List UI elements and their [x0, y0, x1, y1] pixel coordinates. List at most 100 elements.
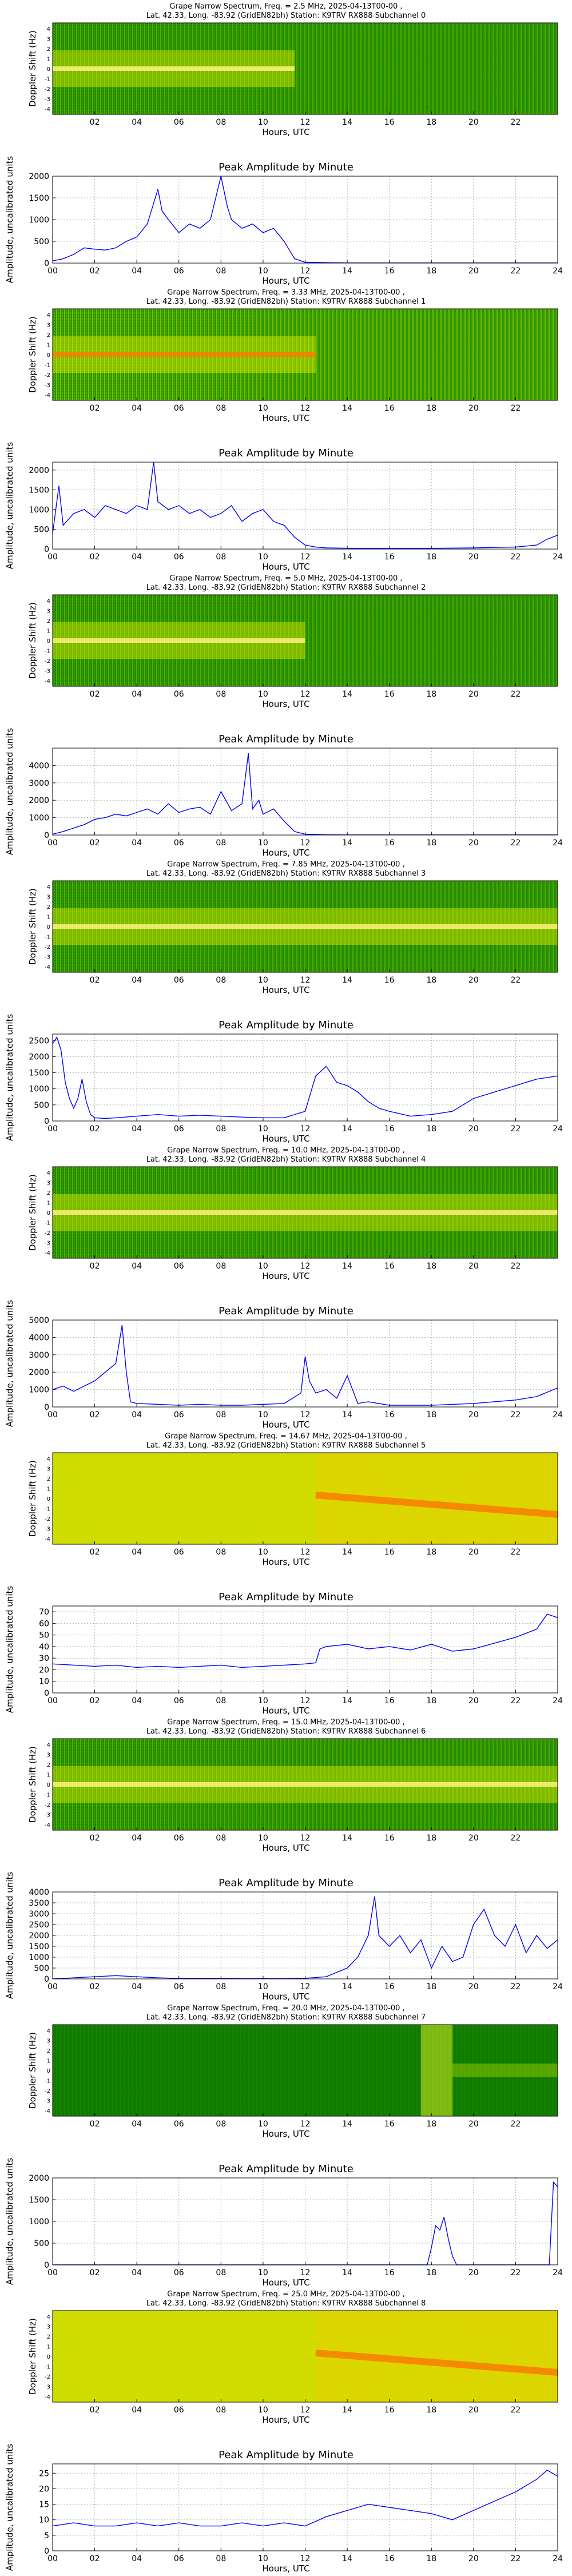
amplitude-xtick-label: 18: [426, 267, 436, 276]
spectrogram-ytick-label: -1: [45, 649, 50, 655]
spectrogram-xlabel: Hours, UTC: [262, 127, 309, 137]
amplitude-xtick-label: 22: [511, 838, 521, 848]
amplitude-xlabel: Hours, UTC: [262, 276, 309, 286]
amplitude-ytick-label: 2000: [29, 1052, 49, 1062]
amplitude-xtick-label: 20: [468, 1124, 479, 1134]
spectrogram-xtick-label: 04: [132, 2406, 142, 2415]
spectrogram-xtick-label: 14: [342, 2120, 352, 2129]
amplitude-ytick-label: 0: [44, 831, 49, 840]
spectrogram-xtick-label: 10: [258, 1548, 268, 1557]
spectrogram-ytick-label: 2: [47, 332, 50, 339]
amplitude-xtick-label: 12: [300, 2268, 311, 2277]
spectrogram-xtick-label: 14: [342, 976, 352, 985]
spectrogram-ytick-label: 0: [47, 2068, 50, 2074]
amplitude-xtick-label: 24: [553, 838, 563, 848]
spectrogram-xtick-label: 22: [511, 2406, 521, 2415]
amplitude-xtick-label: 04: [132, 838, 142, 848]
amplitude-xtick-label: 10: [258, 1124, 268, 1134]
amplitude-xtick-label: 22: [511, 2554, 521, 2563]
spectrogram-xtick-label: 02: [90, 1548, 100, 1557]
spectrogram-xtick-label: 12: [300, 2406, 311, 2415]
spectrogram-xtick-label: 06: [174, 404, 184, 413]
amplitude-plot: 0 500 1000 1500 2000 00 02 04 06 08 10 12 14 16 18 20 22…: [5, 442, 563, 572]
amplitude-xtick-label: 06: [174, 2554, 184, 2563]
amplitude-xlabel: Hours, UTC: [262, 1134, 309, 1144]
spectrogram-xtick-label: 14: [342, 690, 352, 699]
amplitude-xtick-label: 12: [300, 267, 311, 276]
subchannel-0-panel: Grape Narrow Spectrum, Freq. = 2.5 MHz, …: [5, 2, 563, 286]
amplitude-xtick-label: 00: [47, 1124, 58, 1134]
amplitude-xtick-label: 02: [90, 1410, 100, 1420]
spectrogram-xtick-label: 06: [174, 1834, 184, 1843]
spectrogram-xtick-label: 04: [132, 404, 142, 413]
amplitude-title: Peak Amplitude by Minute: [219, 161, 353, 173]
spectrogram-xtick-label: 08: [216, 118, 226, 127]
spectrogram-xtick-label: 10: [258, 690, 268, 699]
spectrogram-title-line2: Lat. 42.33, Long. -83.92 (GridEN82bh) St…: [146, 583, 426, 592]
spectrogram-ytick-label: 4: [47, 1456, 50, 1462]
amplitude-xtick-label: 02: [90, 1982, 100, 1991]
amplitude-xtick-label: 00: [47, 267, 58, 276]
spectrogram-ytick-label: 3: [47, 2038, 50, 2045]
spectrogram-ytick-label: 2: [47, 618, 50, 625]
amplitude-plot: 0 500 1000 1500 2000 2500 00 02 04 06 08 10 12 14 16 18…: [5, 1014, 563, 1144]
spectrogram-xtick-label: 18: [426, 690, 436, 699]
spectrogram-title-line2: Lat. 42.33, Long. -83.92 (GridEN82bh) St…: [146, 2299, 426, 2308]
spectrogram-xtick-label: 12: [300, 2120, 311, 2129]
amplitude-xtick-label: 04: [132, 1410, 142, 1420]
spectrogram-ytick-label: -3: [45, 1812, 50, 1819]
spectrogram-image: [53, 2311, 558, 2402]
spectrogram-xtick-label: 20: [468, 2120, 479, 2129]
spectrogram-xtick-label: 14: [342, 1834, 352, 1843]
spectrogram-ytick-label: 3: [47, 1466, 50, 1473]
spectrogram-ylabel: Doppler Shift (Hz): [27, 1174, 38, 1251]
spectrogram-xtick-label: 14: [342, 2406, 352, 2415]
spectrogram-title-line1: Grape Narrow Spectrum, Freq. = 14.67 MHz…: [165, 1432, 407, 1441]
amplitude-frame: [52, 2463, 558, 2551]
amplitude-title: Peak Amplitude by Minute: [219, 1591, 353, 1603]
amplitude-xtick-label: 14: [342, 2554, 352, 2563]
spectrogram-activity-band: [420, 2025, 453, 2116]
spectrogram-xlabel: Hours, UTC: [262, 2129, 309, 2139]
spectrogram-xtick-label: 18: [426, 2120, 436, 2129]
spectrogram-ytick-label: -3: [45, 1526, 50, 1533]
amplitude-ytick-label: 5000: [29, 1316, 49, 1325]
amplitude-xtick-label: 04: [132, 1124, 142, 1134]
amplitude-xtick-label: 18: [426, 1696, 436, 1706]
spectrogram-title-line2: Lat. 42.33, Long. -83.92 (GridEN82bh) St…: [146, 1727, 426, 1736]
amplitude-ylabel: Amplitude, uncalibrated units: [5, 1586, 15, 1714]
spectrogram-ytick-label: 2: [47, 904, 50, 911]
spectrogram-plot: 02 04 06 08 10 12 14 16 18 20 2243210-1-2-3-4Hours…: [27, 594, 558, 709]
amplitude-xtick-label: 22: [511, 1410, 521, 1420]
amplitude-xtick-label: 02: [90, 1124, 100, 1134]
amplitude-xtick-label: 04: [132, 2268, 142, 2277]
spectrogram-xtick-label: 16: [384, 2120, 395, 2129]
spectrogram-ytick-label: 0: [47, 1496, 50, 1502]
amplitude-title: Peak Amplitude by Minute: [219, 1019, 353, 1031]
amplitude-xtick-label: 18: [426, 552, 436, 562]
spectrogram-plot: 02 04 06 08 10 12 14 16 18 20 2243210-1-2-3-4Hours…: [27, 308, 558, 423]
amplitude-title: Peak Amplitude by Minute: [219, 2449, 353, 2461]
amplitude-ylabel: Amplitude, uncalibrated units: [5, 156, 15, 284]
spectrogram-title-line2: Lat. 42.33, Long. -83.92 (GridEN82bh) St…: [146, 297, 426, 306]
spectrogram-title-line1: Grape Narrow Spectrum, Freq. = 25.0 MHz,…: [167, 2290, 404, 2299]
spectrogram-ylabel: Doppler Shift (Hz): [27, 30, 38, 107]
spectrogram-xlabel: Hours, UTC: [262, 699, 309, 709]
amplitude-xtick-label: 16: [384, 1410, 395, 1420]
spectrogram-xtick-label: 02: [90, 1834, 100, 1843]
amplitude-ytick-label: 40: [39, 1643, 49, 1652]
spectrogram-xtick-label: 06: [174, 118, 184, 127]
amplitude-xtick-label: 20: [468, 552, 479, 562]
amplitude-ytick-label: 2000: [29, 466, 49, 475]
spectrogram-image: [53, 1453, 558, 1544]
spectrogram-xtick-label: 16: [384, 1262, 395, 1271]
amplitude-ytick-label: 4000: [29, 761, 49, 770]
amplitude-xtick-label: 10: [258, 2268, 268, 2277]
amplitude-ytick-label: 4000: [29, 1333, 49, 1342]
amplitude-ytick-label: 2500: [29, 1036, 49, 1045]
amplitude-ylabel: Amplitude, uncalibrated units: [5, 1300, 15, 1428]
spectrogram-ytick-label: 1: [47, 2058, 50, 2065]
amplitude-xlabel: Hours, UTC: [262, 2563, 309, 2574]
amplitude-ytick-label: 1000: [29, 814, 49, 823]
amplitude-xtick-label: 16: [384, 838, 395, 848]
